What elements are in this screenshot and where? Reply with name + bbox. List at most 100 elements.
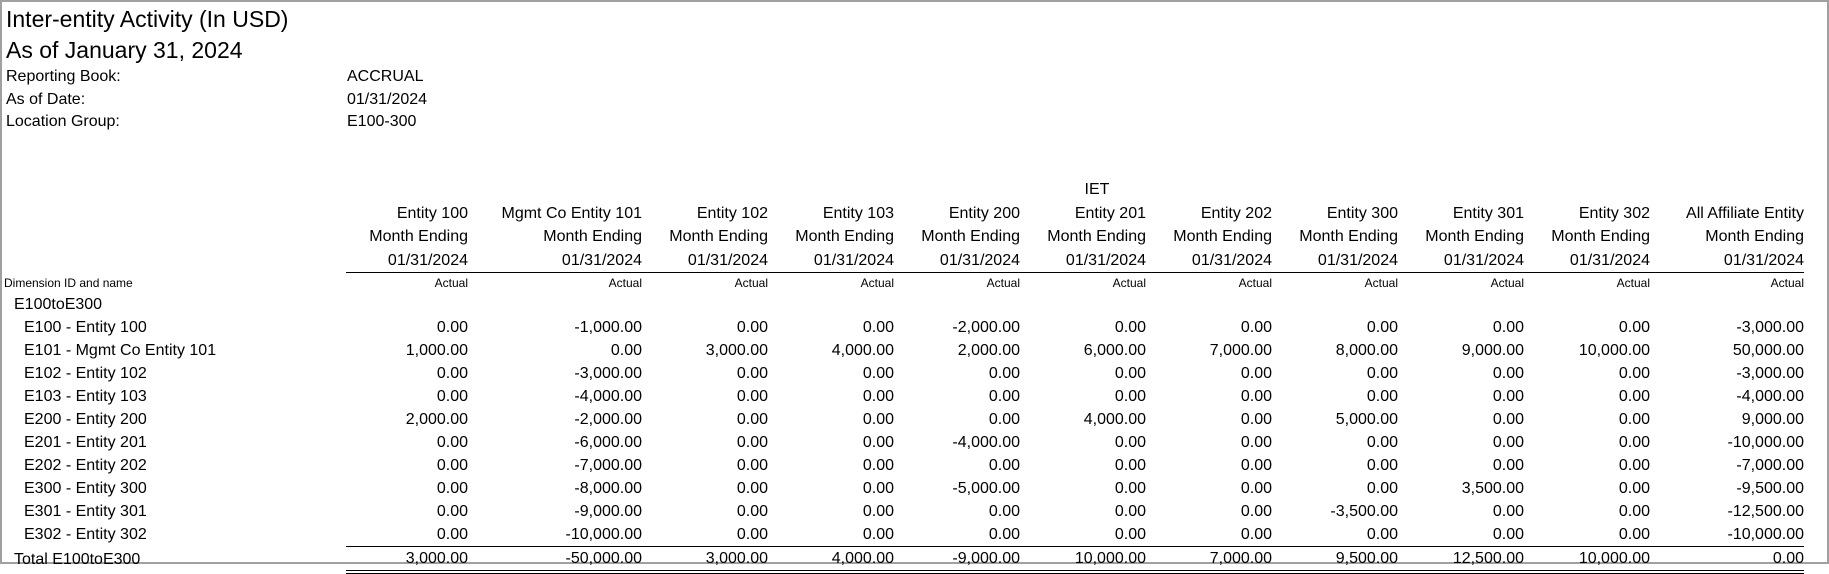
dimension-label: Dimension ID and name <box>4 276 133 290</box>
cell-value: 0.00 <box>862 526 894 543</box>
total-value: -9,000.00 <box>894 546 1020 574</box>
cell-value: 9,000.00 <box>1741 411 1804 428</box>
cell-value: 0.00 <box>1240 480 1272 497</box>
header-row: Entity 100 Mgmt Co Entity 101 Entity 102 En… <box>0 202 1804 226</box>
column-entity-name: Entity 200 <box>948 204 1020 222</box>
cell-value: 0.00 <box>1240 434 1272 451</box>
cell-value: 0.00 <box>1114 480 1146 497</box>
cell-value: 0.00 <box>1114 457 1146 474</box>
column-type: Actual <box>1238 276 1272 290</box>
row-label: E301 - Entity 301 <box>24 503 147 520</box>
cell-value: -2,000.00 <box>952 319 1020 336</box>
cell-value: -10,000.00 <box>1727 526 1804 543</box>
cell-value: 7,000.00 <box>1209 342 1272 359</box>
cell-value: -3,000.00 <box>574 365 642 382</box>
cell-value: -5,000.00 <box>952 480 1020 497</box>
cell-value: -7,000.00 <box>574 457 642 474</box>
cell-value: 0.00 <box>736 434 768 451</box>
cell-value: 0.00 <box>436 526 468 543</box>
column-period: Month Ending <box>669 228 768 246</box>
cell-value: 0.00 <box>1366 388 1398 405</box>
cell-value: 0.00 <box>436 503 468 520</box>
row-label: E202 - Entity 202 <box>24 457 147 474</box>
table-row: E300 - Entity 300 0.00 -8,000.00 0.00 0.00 -5… <box>0 477 1804 500</box>
column-entity-name: Entity 302 <box>1578 204 1650 222</box>
report-subtitle: As of January 31, 2024 <box>6 37 243 63</box>
total-value: 3,000.00 <box>642 546 768 574</box>
cell-value: 0.00 <box>736 365 768 382</box>
cell-value: 2,000.00 <box>405 411 468 428</box>
cell-value: 0.00 <box>1240 365 1272 382</box>
cell-value: 0.00 <box>1366 526 1398 543</box>
row-label: E200 - Entity 200 <box>24 411 147 428</box>
cell-value: -3,500.00 <box>1330 503 1398 520</box>
row-label: E100 - Entity 100 <box>24 319 147 336</box>
cell-value: 0.00 <box>1366 365 1398 382</box>
cell-value: 0.00 <box>1240 411 1272 428</box>
column-date: 01/31/2024 <box>468 248 642 273</box>
cell-value: -10,000.00 <box>1727 434 1804 451</box>
cell-value: 0.00 <box>1366 434 1398 451</box>
column-entity-name: Entity 300 <box>1326 204 1398 222</box>
meta-label: As of Date: <box>6 90 86 108</box>
meta-value: E100-300 <box>347 113 417 130</box>
cell-value: 0.00 <box>736 411 768 428</box>
cell-value: 0.00 <box>1114 365 1146 382</box>
row-label: E101 - Mgmt Co Entity 101 <box>24 342 217 359</box>
cell-value: -7,000.00 <box>1736 457 1804 474</box>
column-entity-name: Entity 301 <box>1452 204 1524 222</box>
cell-value: 0.00 <box>1492 411 1524 428</box>
column-date: 01/31/2024 <box>346 248 468 273</box>
table-row: E201 - Entity 201 0.00 -6,000.00 0.00 0.00 -4… <box>0 431 1804 454</box>
cell-value: 0.00 <box>1114 526 1146 543</box>
cell-value: 0.00 <box>1492 457 1524 474</box>
column-type: Actual <box>608 276 642 290</box>
cell-value: 0.00 <box>1492 526 1524 543</box>
cell-value: 0.00 <box>1366 457 1398 474</box>
cell-value: 2,000.00 <box>957 342 1020 359</box>
cell-value: 0.00 <box>862 434 894 451</box>
column-type: Actual <box>1364 276 1398 290</box>
column-period: Month Ending <box>369 228 468 246</box>
cell-value: 0.00 <box>1114 319 1146 336</box>
cell-value: 0.00 <box>436 480 468 497</box>
cell-value: 50,000.00 <box>1732 342 1804 359</box>
cell-value: 0.00 <box>1618 411 1650 428</box>
table-row: E100 - Entity 100 0.00 -1,000.00 0.00 0.00 -2… <box>0 316 1804 339</box>
cell-value: 0.00 <box>436 319 468 336</box>
cell-value: 0.00 <box>862 457 894 474</box>
column-entity-name: Entity 202 <box>1200 204 1272 222</box>
cell-value: 0.00 <box>736 480 768 497</box>
column-type: Actual <box>1490 276 1524 290</box>
cell-value: -2,000.00 <box>574 411 642 428</box>
group-label: E100toE300 <box>14 296 103 313</box>
cell-value: 0.00 <box>988 365 1020 382</box>
table-row: E103 - Entity 103 0.00 -4,000.00 0.00 0.00 0.… <box>0 385 1804 408</box>
column-period: Month Ending <box>543 228 642 246</box>
cell-value: 0.00 <box>1618 434 1650 451</box>
table-row: E102 - Entity 102 0.00 -3,000.00 0.00 0.00 0.… <box>0 362 1804 385</box>
cell-value: 0.00 <box>1240 457 1272 474</box>
cell-value: 0.00 <box>436 457 468 474</box>
column-date: 01/31/2024 <box>1020 248 1146 273</box>
column-period: Month Ending <box>1047 228 1146 246</box>
column-entity-name: All Affiliate Entity <box>1686 204 1804 222</box>
row-label: E201 - Entity 201 <box>24 434 147 451</box>
column-date: 01/31/2024 <box>1146 248 1272 273</box>
cell-value: 0.00 <box>862 503 894 520</box>
column-period: Month Ending <box>795 228 894 246</box>
cell-value: 0.00 <box>988 503 1020 520</box>
cell-value: 0.00 <box>988 388 1020 405</box>
column-period: Month Ending <box>921 228 1020 246</box>
row-label: E300 - Entity 300 <box>24 480 147 497</box>
column-entity-name: Entity 201 <box>1074 204 1146 222</box>
column-type: Actual <box>1770 276 1804 290</box>
cell-value: -10,000.00 <box>565 526 642 543</box>
column-period: Month Ending <box>1705 228 1804 246</box>
cell-value: 5,000.00 <box>1335 411 1398 428</box>
table-row: E202 - Entity 202 0.00 -7,000.00 0.00 0.00 0.… <box>0 454 1804 477</box>
cell-value: 0.00 <box>436 388 468 405</box>
column-type: Actual <box>860 276 894 290</box>
group-row: E100toE300 <box>0 293 1804 316</box>
cell-value: -9,500.00 <box>1736 480 1804 497</box>
